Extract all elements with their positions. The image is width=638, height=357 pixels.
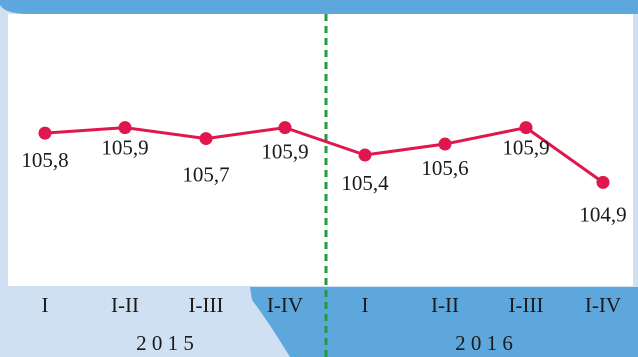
data-label: 105,7 — [182, 163, 229, 187]
data-label: 105,9 — [261, 140, 308, 164]
data-point — [438, 137, 452, 151]
data-point — [118, 121, 132, 135]
data-point — [278, 121, 292, 135]
data-label: 105,9 — [502, 136, 549, 160]
plot-area — [8, 14, 633, 286]
data-label: 104,9 — [579, 202, 626, 226]
bottom-band-right — [250, 287, 638, 357]
data-label: 105,8 — [21, 148, 68, 172]
x-tick-label: I-III — [509, 293, 544, 317]
data-label: 105,4 — [341, 171, 389, 195]
x-tick-label: I — [362, 293, 369, 317]
x-tick-label: I-IV — [585, 293, 621, 317]
x-tick-label: I-II — [111, 293, 139, 317]
series-line: 105,8 105,9 105,7 105,9 105,4 105,6 105,9 104,9 — [21, 121, 627, 226]
data-point — [38, 126, 52, 140]
data-point — [596, 175, 610, 189]
data-point — [199, 132, 213, 146]
top-band — [0, 0, 638, 14]
data-label: 105,6 — [421, 156, 468, 180]
x-tick-label: I — [42, 293, 49, 317]
x-tick-label: I-IV — [267, 293, 303, 317]
x-tick-label: I-III — [189, 293, 224, 317]
x-axis-groups: 2 0 1 5 2 0 1 6 — [136, 331, 513, 355]
x-axis-ticks: I I-II I-III I-IV I I-II I-III I-IV — [42, 293, 622, 317]
data-label: 105,9 — [101, 136, 148, 160]
x-group-label: 2 0 1 5 — [136, 331, 194, 355]
x-tick-label: I-II — [431, 293, 459, 317]
x-group-label: 2 0 1 6 — [455, 331, 513, 355]
data-point — [519, 121, 533, 135]
series-path — [44, 126, 604, 184]
data-point — [358, 148, 372, 162]
